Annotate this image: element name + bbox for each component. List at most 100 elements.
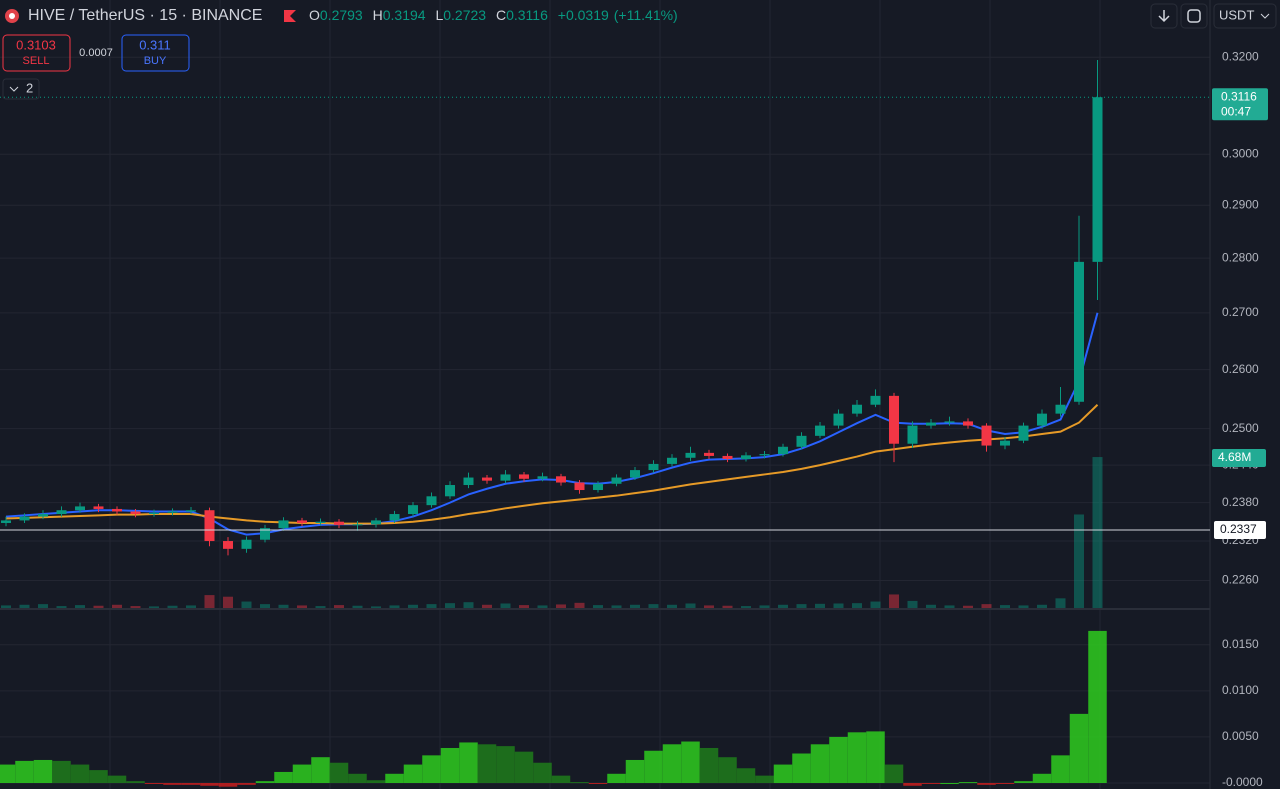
volume-bar	[186, 605, 196, 608]
oscillator-bar	[588, 783, 608, 785]
y-tick-label: 0.2800	[1222, 250, 1259, 264]
candle-body	[1037, 413, 1047, 426]
volume-bar	[815, 603, 825, 608]
candles	[1, 60, 1103, 556]
volume-bar	[241, 601, 252, 608]
oscillator-bar	[736, 768, 756, 784]
volume-bar	[796, 604, 807, 608]
candle-body	[112, 508, 122, 512]
ohlc-label: C	[496, 7, 506, 23]
candle-body	[75, 506, 85, 511]
oscillator-bar	[33, 759, 53, 784]
candle-body	[297, 520, 307, 523]
y-tick-label: 0.0050	[1222, 729, 1259, 743]
y-tick-label: 0.2260	[1222, 573, 1259, 587]
candle-body	[1018, 425, 1029, 441]
countdown: 00:47	[1221, 104, 1251, 118]
volume	[1, 457, 1103, 608]
candle-body	[870, 395, 881, 405]
symbol-title[interactable]: HIVE / TetherUS · 15 · BINANCE	[28, 7, 262, 24]
candle-body	[611, 477, 622, 484]
oscillator-bar	[348, 773, 367, 784]
refresh-button[interactable]	[1180, 3, 1208, 29]
volume-bar	[907, 600, 918, 608]
candle-body	[426, 496, 437, 506]
volume-bar	[963, 605, 973, 608]
volume-bar	[371, 606, 381, 608]
indicators-toggle[interactable]	[2, 78, 40, 100]
volume-bar	[648, 604, 659, 608]
oscillator-bar	[89, 770, 108, 784]
volume-bar	[56, 606, 67, 608]
oscillator-bar	[514, 751, 534, 784]
candle-body	[574, 482, 585, 491]
oscillator-bar	[144, 783, 164, 785]
candle-body	[500, 474, 511, 481]
volume-bar	[981, 604, 992, 608]
oscillator-bar	[644, 750, 663, 784]
candle-body	[519, 474, 529, 479]
candle-body	[463, 477, 474, 486]
candle-body	[537, 476, 548, 479]
oscillator-bar	[218, 783, 238, 787]
oscillator-bar	[126, 781, 145, 784]
oscillator-bar	[237, 783, 256, 785]
ohlc-label: L	[435, 7, 443, 23]
chevron	[9, 86, 19, 92]
flag[interactable]	[284, 10, 296, 22]
candle-body	[149, 512, 159, 515]
volume-bar	[334, 605, 344, 608]
oscillator-bar	[311, 757, 330, 784]
candle-body	[334, 521, 344, 525]
currency-button[interactable]	[1213, 3, 1277, 29]
y-tick-label: 0.3000	[1222, 146, 1259, 160]
volume-bar	[1037, 604, 1047, 608]
sell-price: 0.3103	[16, 37, 56, 52]
candle-body	[1000, 440, 1010, 446]
candle-body	[1, 520, 11, 523]
buy-button[interactable]	[121, 34, 190, 72]
oscillator-bar	[958, 782, 978, 784]
sell-label: SELL	[23, 55, 50, 67]
volume-bar	[889, 594, 899, 608]
volume-bar	[500, 603, 511, 608]
volume-bar	[537, 605, 548, 608]
volume-bar	[482, 604, 492, 608]
oscillator-bar	[255, 781, 275, 784]
candle-body	[371, 520, 381, 525]
volume-bar	[944, 605, 955, 608]
y-tick-label: 0.2700	[1222, 305, 1259, 319]
sell-button[interactable]	[2, 34, 71, 72]
volume-bar	[926, 604, 936, 608]
candle-body	[223, 541, 233, 549]
volume-bar	[1092, 457, 1103, 608]
candle-body	[926, 422, 936, 426]
candle-body	[241, 539, 252, 549]
candle-body	[907, 425, 918, 444]
candle-body	[1055, 404, 1066, 414]
volume-bar	[260, 604, 270, 608]
candle-body	[741, 455, 751, 460]
volume-bar	[463, 602, 474, 608]
buy-label: BUY	[144, 55, 167, 67]
refresh-icon	[1187, 9, 1201, 23]
volume-bar	[667, 604, 677, 608]
volume-bar	[556, 604, 566, 608]
volume-bar	[38, 604, 48, 608]
oscillator	[0, 630, 1107, 787]
download-button[interactable]	[1150, 3, 1178, 29]
oscillator-bar	[755, 775, 774, 784]
candle-body	[389, 514, 400, 521]
oscillator-bar	[718, 757, 737, 784]
volume-bar	[519, 605, 529, 608]
volume-bar	[870, 601, 881, 608]
high-value: 0.3194	[383, 7, 426, 23]
oscillator-bar	[1032, 773, 1052, 784]
moving-average	[5, 404, 1099, 525]
oscillator-bar	[1051, 755, 1070, 784]
symbol-icon-dot	[9, 13, 15, 19]
candle-body	[685, 452, 696, 458]
candle-body	[19, 516, 30, 521]
